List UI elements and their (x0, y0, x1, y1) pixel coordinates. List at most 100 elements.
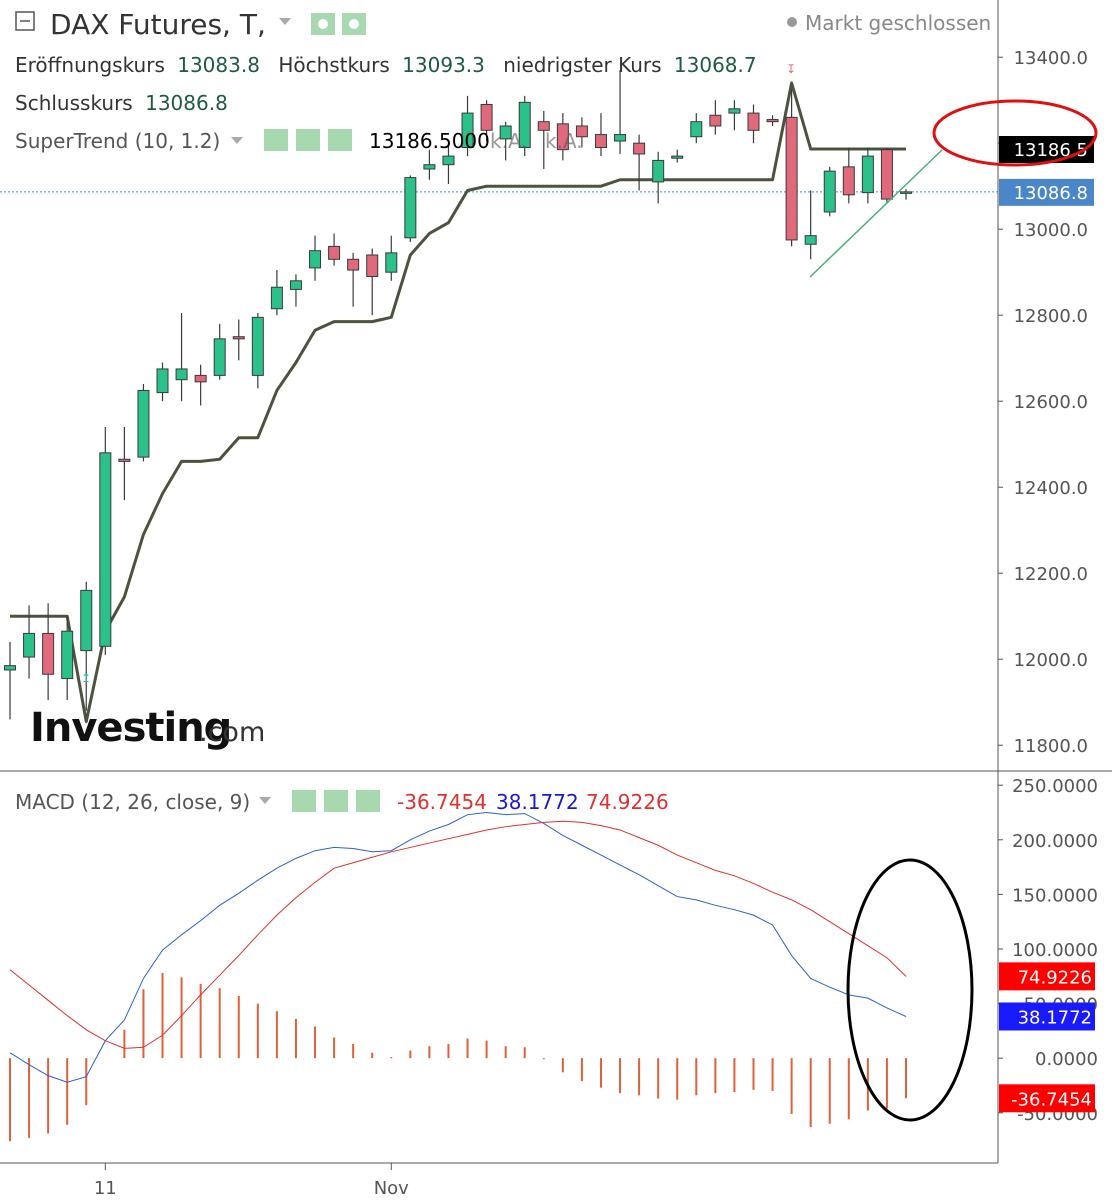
candle-body (270, 286, 283, 310)
candle-body (42, 632, 55, 675)
trend-line (809, 149, 943, 278)
eye-icon[interactable] (264, 129, 288, 151)
y-tick-label: 150.0000 (1012, 885, 1098, 906)
y-tick-label: 100.0000 (1012, 940, 1098, 961)
candle-body (594, 134, 607, 148)
candle-body (556, 123, 569, 151)
candle-body (289, 280, 302, 290)
macd-line (9, 820, 907, 1049)
value-box (999, 1084, 1095, 1113)
candle-body (499, 125, 512, 140)
settings-icon[interactable] (296, 129, 320, 151)
readout-value: 13093.3 (402, 53, 485, 77)
ohlc-readout: Eröffnungskurs 13083.8 Höchstkurs 13093.… (15, 53, 757, 77)
value-box (999, 962, 1095, 991)
remove-icon[interactable] (356, 790, 380, 812)
candle-body (614, 134, 627, 142)
readout-value: 13083.8 (177, 53, 260, 77)
readout-label: Schlusskurs (15, 91, 133, 115)
highlight-ellipse (932, 99, 1098, 167)
na-label: k.A. (545, 129, 583, 153)
y-tick-label: 12200.0 (1014, 564, 1088, 585)
eye-icon[interactable] (292, 790, 316, 812)
close-readout: Schlusskurs 13086.8 (15, 91, 228, 115)
value-box-label: 38.1772 (1018, 1007, 1092, 1028)
y-tick-label: 13000.0 (1014, 220, 1088, 241)
indicator-label: SuperTrend (10, 1.2) (15, 129, 220, 153)
candle-body (690, 121, 703, 138)
candle-body (385, 252, 398, 273)
candle-body (880, 149, 893, 200)
gear-center (349, 19, 359, 29)
dropdown-arrow[interactable] (231, 137, 243, 144)
candle-body (575, 125, 588, 138)
candle-body (633, 142, 646, 155)
eye-pupil (318, 19, 328, 29)
candle-body (175, 368, 188, 381)
macd-readout: 38.1772 (496, 790, 579, 814)
candle-body (251, 316, 264, 376)
y-tick-label: 12800.0 (1014, 306, 1088, 327)
candle-body (232, 336, 245, 340)
candle-body (80, 589, 93, 652)
settings-icon[interactable] (324, 790, 348, 812)
status-dot (787, 17, 797, 27)
candle-body (900, 191, 912, 194)
candle-body (156, 368, 169, 394)
candle-body (23, 632, 36, 658)
collapse-icon[interactable] (15, 11, 35, 31)
y-tick-label: 200.0000 (1012, 831, 1098, 852)
readout-label: niedrigster Kurs (503, 53, 661, 77)
candle-body (652, 159, 665, 183)
highlight-ellipse (846, 858, 974, 1122)
y-tick-label: 250.0000 (1012, 776, 1098, 797)
candle-body (309, 250, 322, 269)
candle-body (671, 155, 684, 159)
candle-body (347, 258, 360, 271)
candle-body (61, 630, 74, 680)
supertrend-price-box (999, 135, 1094, 163)
candle-body (766, 119, 779, 123)
candle-body (861, 155, 874, 194)
candle-body (747, 112, 760, 131)
candle-body (442, 155, 455, 166)
remove-icon[interactable] (328, 129, 352, 151)
price-pane (0, 70, 998, 724)
candle-body (213, 338, 226, 376)
macd-line (9, 811, 907, 1083)
candle-body (709, 114, 722, 127)
dropdown-arrow[interactable] (279, 18, 291, 25)
readout-value: 13068.7 (674, 53, 757, 77)
na-label: k.A. (490, 129, 528, 153)
axes: 11800.0 12000.0 12200.0 12400.0 12600.0 12800… (94, 48, 1098, 1199)
chart-title: DAX Futures, T, (50, 8, 266, 41)
y-tick-label: 13400.0 (1014, 48, 1088, 69)
dropdown-arrow[interactable] (259, 797, 271, 804)
readout-label: Höchstkurs (278, 53, 390, 77)
candle-body (823, 170, 836, 213)
y-tick-label: 0.0000 (1035, 1049, 1098, 1070)
indicator-value: 13186.5000 (369, 129, 490, 153)
candle-body (537, 121, 550, 131)
candle-body (423, 164, 436, 170)
readout-label: Eröffnungskurs (15, 53, 165, 77)
last-price-box (999, 178, 1094, 206)
candle-body (328, 245, 341, 260)
readout-value: 13086.8 (145, 91, 228, 115)
candle-body (728, 108, 741, 114)
signal-arrow: ↥ (81, 671, 91, 685)
candle-body (404, 177, 417, 239)
market-status: Markt geschlossen (805, 11, 991, 35)
y-tick-label: 12000.0 (1014, 650, 1088, 671)
last-price-label: 13086.8 (1014, 183, 1088, 204)
candle-body (480, 103, 493, 131)
candle-body (99, 452, 112, 647)
y-tick-label: 12600.0 (1014, 392, 1088, 413)
supertrend-price-label: 13186.5 (1014, 140, 1088, 161)
macd-title: MACD (12, 26, close, 9) (15, 790, 250, 814)
value-box (999, 1002, 1095, 1031)
signal-readout: 74.9226 (586, 790, 669, 814)
y-tick-label: 11800.0 (1014, 736, 1088, 757)
